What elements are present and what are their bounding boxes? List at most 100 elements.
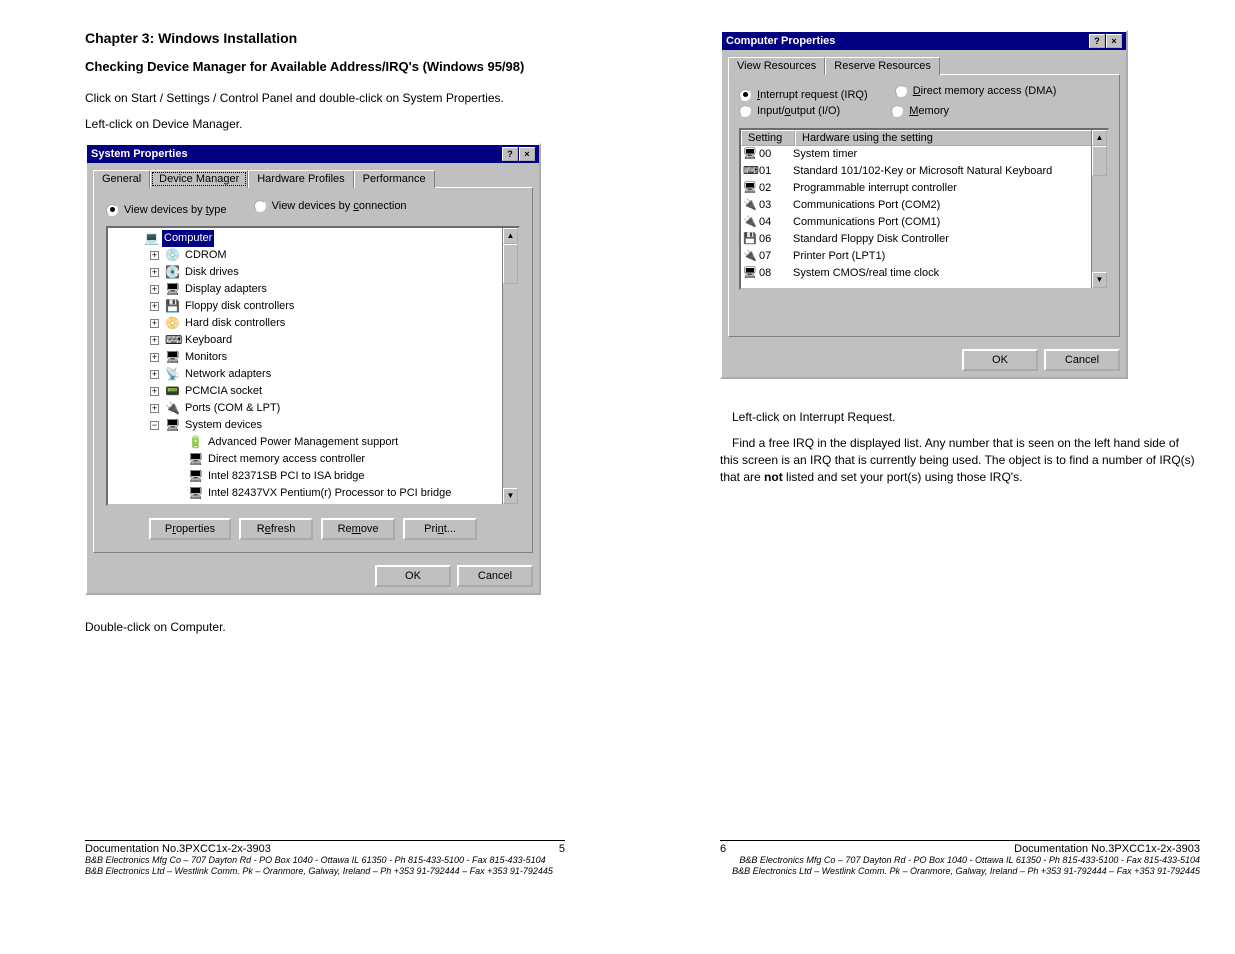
- tab-device-manager[interactable]: Device Manager: [150, 170, 248, 188]
- tree-expander-icon[interactable]: +: [150, 285, 159, 294]
- irq-number: 01: [759, 163, 771, 180]
- properties-button[interactable]: Properties: [149, 518, 231, 540]
- tree-expander-icon[interactable]: +: [150, 268, 159, 277]
- tree-node[interactable]: 🖥Intel 82437VX Pentium(r) Processor to P…: [110, 485, 516, 502]
- column-header-hardware[interactable]: Hardware using the setting: [795, 130, 1107, 146]
- list-row[interactable]: 🖥08System CMOS/real time clock: [743, 265, 1107, 282]
- column-header-setting[interactable]: Setting: [741, 130, 795, 146]
- tree-expander-icon[interactable]: +: [150, 302, 159, 311]
- device-icon: 💾: [165, 298, 179, 315]
- device-icon: 📡: [165, 366, 179, 383]
- irq-number: 04: [759, 214, 771, 231]
- tab-general[interactable]: General: [93, 170, 150, 188]
- list-row[interactable]: 🔌04Communications Port (COM1): [743, 214, 1107, 231]
- radio-memory[interactable]: Memory: [891, 105, 949, 117]
- ok-button[interactable]: OK: [962, 349, 1038, 371]
- tree-node[interactable]: +🖥Display adapters: [110, 281, 516, 298]
- tree-node[interactable]: +🔌Ports (COM & LPT): [110, 400, 516, 417]
- list-row[interactable]: 🖥02Programmable interrupt controller: [743, 180, 1107, 197]
- irq-description: Communications Port (COM1): [787, 214, 940, 231]
- radio-view-by-connection[interactable]: View devices by connection: [254, 200, 407, 212]
- footer-address-2: B&B Electronics Ltd – Westlink Comm. Pk …: [720, 866, 1200, 878]
- irq-description: System CMOS/real time clock: [787, 265, 939, 282]
- tree-node[interactable]: +⌨Keyboard: [110, 332, 516, 349]
- print-button[interactable]: Print...: [403, 518, 477, 540]
- tab-panel: View devices by type View devices by con…: [93, 187, 533, 553]
- tab-performance[interactable]: Performance: [354, 170, 435, 188]
- scrollbar-vertical[interactable]: ▲ ▼: [502, 228, 518, 504]
- list-row[interactable]: ⌨01Standard 101/102-Key or Microsoft Nat…: [743, 163, 1107, 180]
- tree-expander-icon[interactable]: −: [150, 421, 159, 430]
- cancel-button[interactable]: Cancel: [1044, 349, 1120, 371]
- irq-description: Communications Port (COM2): [787, 197, 940, 214]
- radio-view-by-type[interactable]: View devices by type: [106, 204, 227, 216]
- radio-label: View devices by connection: [272, 200, 407, 212]
- tree-node[interactable]: 💻Computer: [110, 230, 516, 247]
- scroll-down-icon[interactable]: ▼: [503, 488, 518, 504]
- tree-node-label: PCMCIA socket: [183, 383, 264, 400]
- irq-list[interactable]: Setting Hardware using the setting 🖥00Sy…: [739, 128, 1109, 290]
- tree-node[interactable]: +💾Floppy disk controllers: [110, 298, 516, 315]
- tree-expander-icon[interactable]: +: [150, 251, 159, 260]
- irq-description: Printer Port (LPT1): [787, 248, 885, 265]
- list-row[interactable]: 💾06Standard Floppy Disk Controller: [743, 231, 1107, 248]
- device-icon: 💾: [743, 231, 757, 248]
- radio-dot-icon: [891, 105, 903, 117]
- tree-node[interactable]: +💿CDROM: [110, 247, 516, 264]
- tree-node[interactable]: −🖥System devices: [110, 417, 516, 434]
- paragraph: Left-click on Device Manager.: [85, 116, 565, 133]
- tab-hardware-profiles[interactable]: Hardware Profiles: [248, 170, 353, 188]
- scroll-up-icon[interactable]: ▲: [503, 228, 518, 244]
- irq-number: 03: [759, 197, 771, 214]
- device-icon: 🖥: [743, 146, 757, 163]
- help-icon[interactable]: ?: [502, 147, 518, 161]
- radio-irq[interactable]: Interrupt request (IRQ): [739, 89, 868, 101]
- tree-expander-icon[interactable]: +: [150, 404, 159, 413]
- remove-button[interactable]: Remove: [321, 518, 395, 540]
- irq-number: 08: [759, 265, 771, 282]
- scrollbar-vertical[interactable]: ▲ ▼: [1091, 130, 1107, 288]
- tab-strip: View Resources Reserve Resources: [728, 56, 1120, 74]
- radio-dma[interactable]: Direct memory access (DMA): [895, 85, 1057, 97]
- tree-node[interactable]: +📟PCMCIA socket: [110, 383, 516, 400]
- tree-node[interactable]: +📡Network adapters: [110, 366, 516, 383]
- device-icon: 📀: [165, 315, 179, 332]
- radio-io[interactable]: Input/output (I/O): [739, 105, 840, 117]
- list-row[interactable]: 🔌07Printer Port (LPT1): [743, 248, 1107, 265]
- chapter-title: Chapter 3: Windows Installation: [85, 30, 565, 46]
- tree-expander-icon[interactable]: +: [150, 370, 159, 379]
- ok-button[interactable]: OK: [375, 565, 451, 587]
- titlebar-text: System Properties: [91, 148, 188, 160]
- doc-number: Documentation No.3PXCC1x-2x-3903: [1014, 843, 1200, 855]
- list-row[interactable]: 🖥00System timer: [743, 146, 1107, 163]
- device-icon: 💿: [165, 247, 179, 264]
- scroll-up-icon[interactable]: ▲: [1092, 130, 1107, 146]
- tree-expander-icon[interactable]: +: [150, 319, 159, 328]
- tree-node[interactable]: +🖥Monitors: [110, 349, 516, 366]
- scroll-thumb[interactable]: [1092, 146, 1107, 176]
- tree-expander-icon[interactable]: +: [150, 387, 159, 396]
- device-tree[interactable]: 💻Computer+💿CDROM+💽Disk drives+🖥Display a…: [106, 226, 520, 506]
- scroll-thumb[interactable]: [503, 244, 518, 284]
- tree-node-label: Ports (COM & LPT): [183, 400, 282, 417]
- tree-node[interactable]: +💽Disk drives: [110, 264, 516, 281]
- tree-expander-icon[interactable]: +: [150, 336, 159, 345]
- list-row[interactable]: 🔌03Communications Port (COM2): [743, 197, 1107, 214]
- tree-node[interactable]: +📀Hard disk controllers: [110, 315, 516, 332]
- help-icon[interactable]: ?: [1089, 34, 1105, 48]
- paragraph: Double-click on Computer.: [85, 619, 565, 636]
- tree-node[interactable]: 🔋Advanced Power Management support: [110, 434, 516, 451]
- tree-node[interactable]: 🖥Intel 82371SB PCI to ISA bridge: [110, 468, 516, 485]
- cancel-button[interactable]: Cancel: [457, 565, 533, 587]
- device-icon: 🖥: [165, 417, 179, 434]
- device-icon: ⌨: [743, 163, 757, 180]
- close-icon[interactable]: ×: [1106, 34, 1122, 48]
- footer-address-2: B&B Electronics Ltd – Westlink Comm. Pk …: [85, 866, 565, 878]
- tree-node[interactable]: 🖥Direct memory access controller: [110, 451, 516, 468]
- tree-expander-icon[interactable]: +: [150, 353, 159, 362]
- scroll-down-icon[interactable]: ▼: [1092, 272, 1107, 288]
- tab-view-resources[interactable]: View Resources: [728, 57, 825, 75]
- tab-reserve-resources[interactable]: Reserve Resources: [825, 57, 940, 75]
- close-icon[interactable]: ×: [519, 147, 535, 161]
- refresh-button[interactable]: Refresh: [239, 518, 313, 540]
